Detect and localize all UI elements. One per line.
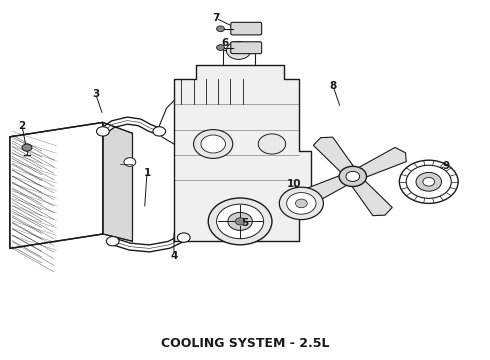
Polygon shape [358, 147, 406, 177]
Circle shape [217, 26, 224, 32]
Text: 1: 1 [144, 168, 150, 178]
Circle shape [279, 187, 323, 220]
Circle shape [22, 144, 32, 151]
Circle shape [406, 165, 451, 198]
Text: 8: 8 [330, 81, 337, 91]
Text: 3: 3 [92, 89, 99, 99]
Polygon shape [103, 122, 132, 241]
Circle shape [177, 233, 190, 242]
Circle shape [106, 237, 119, 246]
Text: COOLING SYSTEM - 2.5L: COOLING SYSTEM - 2.5L [161, 337, 329, 350]
Circle shape [423, 177, 435, 186]
Circle shape [208, 198, 272, 245]
Text: 4: 4 [170, 251, 178, 261]
Circle shape [217, 204, 264, 239]
Polygon shape [174, 65, 311, 241]
Circle shape [235, 218, 245, 225]
Circle shape [226, 41, 251, 59]
Text: 6: 6 [222, 38, 229, 48]
Text: 2: 2 [19, 121, 25, 131]
Circle shape [228, 212, 252, 230]
Circle shape [346, 171, 360, 181]
Circle shape [295, 199, 307, 208]
Circle shape [217, 45, 224, 50]
Circle shape [153, 127, 166, 136]
Text: 7: 7 [212, 13, 220, 23]
Circle shape [258, 134, 286, 154]
Text: 9: 9 [442, 161, 449, 171]
Polygon shape [10, 122, 103, 248]
Polygon shape [352, 180, 392, 216]
Circle shape [194, 130, 233, 158]
Circle shape [339, 166, 367, 186]
Circle shape [416, 172, 441, 191]
Text: 5: 5 [242, 218, 248, 228]
Text: 10: 10 [287, 179, 301, 189]
FancyBboxPatch shape [231, 42, 262, 54]
Circle shape [124, 158, 136, 166]
Polygon shape [313, 137, 354, 172]
Polygon shape [299, 176, 347, 206]
Circle shape [97, 127, 109, 136]
FancyBboxPatch shape [231, 22, 262, 35]
Circle shape [201, 135, 225, 153]
Circle shape [287, 193, 316, 214]
